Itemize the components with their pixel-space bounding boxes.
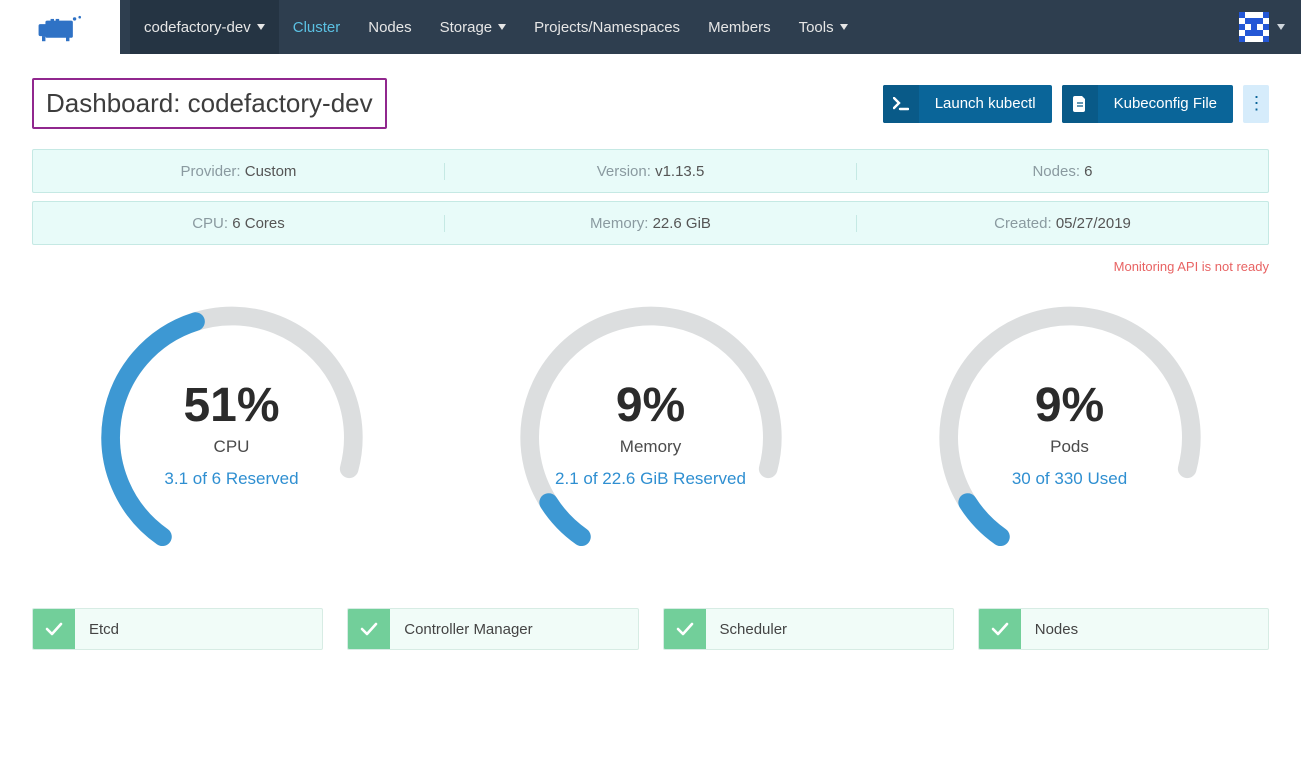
file-icon <box>1062 85 1098 123</box>
monitoring-warning: Monitoring API is not ready <box>0 253 1301 278</box>
info-bar: CPU: 6 CoresMemory: 22.6 GiBCreated: 05/… <box>32 201 1269 245</box>
info-cell: Memory: 22.6 GiB <box>444 215 856 232</box>
header-actions: Launch kubectl Kubeconfig File ⋮ <box>883 85 1269 123</box>
terminal-icon <box>883 85 919 123</box>
chevron-down-icon <box>840 24 848 30</box>
kubeconfig-file-label: Kubeconfig File <box>1098 95 1233 112</box>
chevron-down-icon <box>498 24 506 30</box>
nav-item-label: Storage <box>440 19 493 36</box>
info-cell: Nodes: 6 <box>856 163 1268 180</box>
status-item-nodes: Nodes <box>978 608 1269 650</box>
info-label: Provider: <box>181 163 245 180</box>
info-bar: Provider: CustomVersion: v1.13.5Nodes: 6 <box>32 149 1269 193</box>
nav-item-label: Tools <box>799 19 834 36</box>
gauge-percent: 51% <box>32 378 431 433</box>
gauge-memory: 9% Memory 2.1 of 22.6 GiB Reserved <box>451 288 850 568</box>
nav-right <box>1239 12 1291 42</box>
nav-item-nodes[interactable]: Nodes <box>354 0 425 54</box>
gauges-row: 51% CPU 3.1 of 6 Reserved 9% Memory 2.1 of 2… <box>0 278 1301 608</box>
info-value: 22.6 GiB <box>653 215 711 232</box>
check-icon <box>979 609 1021 649</box>
kubeconfig-file-button[interactable]: Kubeconfig File <box>1062 85 1233 123</box>
gauge-center: 51% CPU 3.1 of 6 Reserved <box>32 378 431 489</box>
info-value: 6 Cores <box>232 215 285 232</box>
gauge-cpu: 51% CPU 3.1 of 6 Reserved <box>32 288 431 568</box>
page-header: Dashboard: codefactory-dev Launch kubect… <box>0 54 1301 149</box>
cluster-selector[interactable]: codefactory-dev <box>130 0 279 54</box>
nav-item-members[interactable]: Members <box>694 0 785 54</box>
gauge-percent: 9% <box>870 378 1269 433</box>
page-title: Dashboard: codefactory-dev <box>32 78 387 129</box>
nav-item-cluster[interactable]: Cluster <box>279 0 355 54</box>
launch-kubectl-button[interactable]: Launch kubectl <box>883 85 1052 123</box>
nav-item-tools[interactable]: Tools <box>785 0 862 54</box>
info-cell: Provider: Custom <box>33 163 444 180</box>
status-item-controller-manager: Controller Manager <box>347 608 638 650</box>
gauge-subtext: 30 of 330 Used <box>870 469 1269 489</box>
gauge-title: CPU <box>32 437 431 457</box>
launch-kubectl-label: Launch kubectl <box>919 95 1052 112</box>
info-label: Nodes: <box>1032 163 1084 180</box>
gauge-center: 9% Pods 30 of 330 Used <box>870 378 1269 489</box>
check-icon <box>348 609 390 649</box>
nav-item-label: Members <box>708 19 771 36</box>
info-cell: Created: 05/27/2019 <box>856 215 1268 232</box>
avatar[interactable] <box>1239 12 1269 42</box>
info-cell: Version: v1.13.5 <box>444 163 856 180</box>
info-label: Created: <box>994 215 1056 232</box>
nav-item-projects-namespaces[interactable]: Projects/Namespaces <box>520 0 694 54</box>
nav-item-storage[interactable]: Storage <box>426 0 521 54</box>
nav-item-label: Cluster <box>293 19 341 36</box>
kebab-menu-button[interactable]: ⋮ <box>1243 85 1269 123</box>
chevron-down-icon <box>257 24 265 30</box>
gauge-subtext: 3.1 of 6 Reserved <box>32 469 431 489</box>
info-label: CPU: <box>192 215 232 232</box>
nav-item-label: Nodes <box>368 19 411 36</box>
status-label: Controller Manager <box>390 621 532 638</box>
dots-vertical-icon: ⋮ <box>1248 93 1265 114</box>
check-icon <box>33 609 75 649</box>
info-cell: CPU: 6 Cores <box>33 215 444 232</box>
info-value: 05/27/2019 <box>1056 215 1131 232</box>
gauge-title: Memory <box>451 437 850 457</box>
info-label: Memory: <box>590 215 653 232</box>
check-icon <box>664 609 706 649</box>
logo[interactable] <box>0 10 120 45</box>
nav-item-label: Projects/Namespaces <box>534 19 680 36</box>
status-item-scheduler: Scheduler <box>663 608 954 650</box>
gauge-subtext: 2.1 of 22.6 GiB Reserved <box>451 469 850 489</box>
status-label: Scheduler <box>706 621 788 638</box>
gauge-percent: 9% <box>451 378 850 433</box>
info-value: Custom <box>245 163 297 180</box>
gauge-title: Pods <box>870 437 1269 457</box>
cluster-selector-label: codefactory-dev <box>144 19 251 36</box>
status-label: Etcd <box>75 621 119 638</box>
status-label: Nodes <box>1021 621 1078 638</box>
main-nav: codefactory-dev Cluster Nodes Storage Proje… <box>120 0 1301 54</box>
status-row: Etcd Controller Manager Scheduler Nodes <box>0 608 1301 680</box>
info-label: Version: <box>597 163 655 180</box>
status-item-etcd: Etcd <box>32 608 323 650</box>
info-value: v1.13.5 <box>655 163 704 180</box>
topbar: codefactory-dev Cluster Nodes Storage Proje… <box>0 0 1301 54</box>
chevron-down-icon[interactable] <box>1277 24 1285 30</box>
gauge-pods: 9% Pods 30 of 330 Used <box>870 288 1269 568</box>
nav-left: codefactory-dev Cluster Nodes Storage Proje… <box>130 0 862 54</box>
gauge-center: 9% Memory 2.1 of 22.6 GiB Reserved <box>451 378 850 489</box>
info-value: 6 <box>1084 163 1092 180</box>
